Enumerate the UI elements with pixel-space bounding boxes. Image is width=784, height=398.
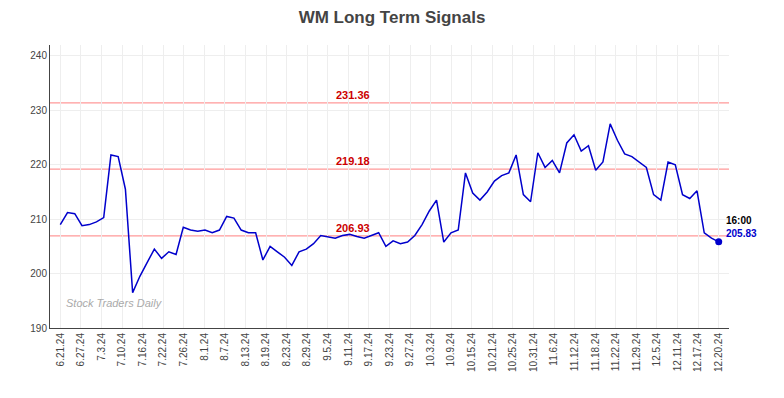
svg-text:231.36: 231.36	[336, 89, 370, 101]
svg-text:16:00: 16:00	[726, 215, 752, 226]
svg-text:7.26.24: 7.26.24	[178, 333, 189, 367]
svg-text:220: 220	[30, 159, 47, 170]
svg-text:6.27.24: 6.27.24	[75, 333, 86, 367]
svg-text:10.9.24: 10.9.24	[445, 333, 456, 367]
svg-text:9.11.24: 9.11.24	[343, 333, 354, 366]
svg-text:7.22.24: 7.22.24	[157, 333, 168, 367]
svg-text:Stock Traders Daily: Stock Traders Daily	[66, 297, 163, 309]
svg-text:12.17.24: 12.17.24	[692, 333, 703, 372]
svg-text:7.10.24: 7.10.24	[116, 333, 127, 367]
svg-text:205.83: 205.83	[726, 228, 757, 239]
svg-text:10.31.24: 10.31.24	[528, 333, 539, 372]
svg-text:8.19.24: 8.19.24	[260, 333, 271, 367]
svg-text:240: 240	[30, 50, 47, 61]
svg-text:10.25.24: 10.25.24	[507, 333, 518, 372]
svg-text:10.3.24: 10.3.24	[425, 333, 436, 367]
svg-text:WM Long Term Signals: WM Long Term Signals	[299, 8, 486, 27]
svg-text:9.5.24: 9.5.24	[322, 333, 333, 361]
svg-text:6.21.24: 6.21.24	[55, 333, 66, 367]
svg-text:8.29.24: 8.29.24	[301, 333, 312, 367]
svg-text:12.20.24: 12.20.24	[713, 333, 724, 372]
svg-text:200: 200	[30, 268, 47, 279]
svg-text:11.6.24: 11.6.24	[548, 333, 559, 366]
svg-text:7.16.24: 7.16.24	[137, 333, 148, 367]
svg-text:8.13.24: 8.13.24	[240, 333, 251, 367]
svg-text:9.17.24: 9.17.24	[363, 333, 374, 367]
svg-text:210: 210	[30, 214, 47, 225]
svg-text:190: 190	[30, 323, 47, 334]
svg-text:8.7.24: 8.7.24	[219, 333, 230, 361]
svg-text:10.21.24: 10.21.24	[487, 333, 498, 372]
svg-text:11.29.24: 11.29.24	[631, 333, 642, 372]
svg-text:11.12.24: 11.12.24	[569, 333, 580, 372]
svg-text:11.22.24: 11.22.24	[610, 333, 621, 372]
svg-text:219.18: 219.18	[336, 155, 370, 167]
svg-text:230: 230	[30, 105, 47, 116]
svg-text:7.3.24: 7.3.24	[96, 333, 107, 361]
svg-text:10.15.24: 10.15.24	[466, 333, 477, 372]
svg-text:9.27.24: 9.27.24	[404, 333, 415, 367]
svg-text:11.18.24: 11.18.24	[590, 333, 601, 372]
svg-text:206.93: 206.93	[336, 222, 370, 234]
svg-text:8.23.24: 8.23.24	[281, 333, 292, 367]
svg-text:8.1.24: 8.1.24	[199, 333, 210, 361]
svg-text:12.11.24: 12.11.24	[672, 333, 683, 372]
svg-text:12.5.24: 12.5.24	[651, 333, 662, 367]
svg-text:9.23.24: 9.23.24	[384, 333, 395, 367]
